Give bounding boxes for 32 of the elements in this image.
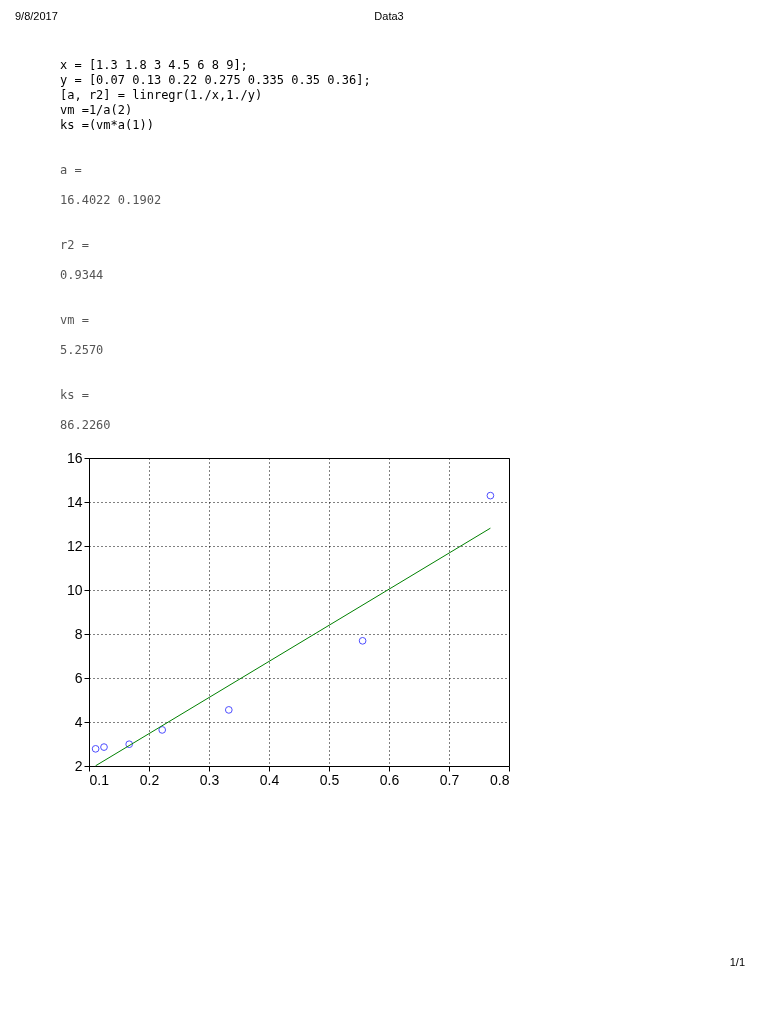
x-tick-label: 0.6 bbox=[379, 771, 400, 788]
text: ks =(vm*a(1)) bbox=[60, 118, 154, 132]
y-tick-label: 2 bbox=[74, 757, 83, 774]
x-tick-label: 0.4 bbox=[259, 771, 280, 788]
text: vm = bbox=[60, 313, 89, 327]
y-tick-label: 6 bbox=[74, 669, 83, 686]
x-tick-label: 0.7 bbox=[439, 771, 460, 788]
text: y = [0.07 0.13 0.22 0.275 0.335 0.35 0.36]; bbox=[60, 73, 371, 87]
text: 5.2570 bbox=[60, 343, 104, 357]
text: 86.2260 bbox=[60, 418, 111, 432]
y-tick-label: 12 bbox=[66, 537, 83, 554]
x-tick-label: 0.2 bbox=[139, 771, 160, 788]
text: 1/1 bbox=[729, 956, 745, 968]
text: 0.9344 bbox=[60, 268, 104, 282]
text: ks = bbox=[60, 388, 89, 402]
y-tick-label: 14 bbox=[66, 493, 83, 510]
x-tick-label: 0.5 bbox=[319, 771, 340, 788]
x-tick-label: 0.1 bbox=[89, 771, 110, 788]
text: [a, r2] = linregr(1./x,1./y) bbox=[60, 88, 263, 102]
x-tick-label: 0.8 bbox=[490, 771, 510, 788]
text: r2 = bbox=[60, 238, 89, 252]
y-tick-label: 4 bbox=[74, 713, 83, 730]
x-tick-label: 0.3 bbox=[199, 771, 220, 788]
text: a = bbox=[60, 163, 82, 177]
text: vm =1/a(2) bbox=[60, 103, 133, 117]
y-tick-label: 10 bbox=[66, 581, 83, 598]
text: 16.4022 0.1902 bbox=[60, 193, 162, 207]
text: 9/8/2017 bbox=[15, 10, 58, 22]
y-tick-label: 8 bbox=[74, 625, 83, 642]
text: x = [1.3 1.8 3 4.5 6 8 9]; bbox=[60, 58, 248, 72]
y-tick-label: 16 bbox=[66, 449, 83, 466]
text: Data3 bbox=[374, 10, 404, 22]
